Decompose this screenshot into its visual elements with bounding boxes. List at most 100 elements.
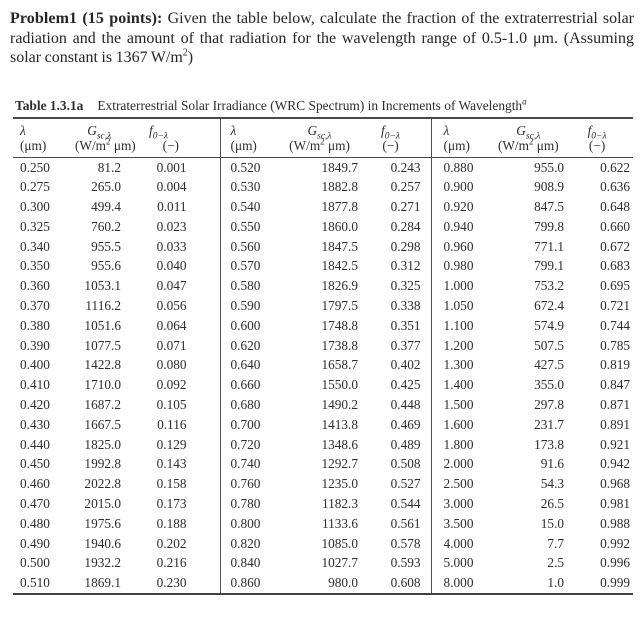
table-cell: 0.840: [219, 553, 283, 574]
table-cell: 0.622: [600, 159, 631, 175]
table-row: 0.430 1667.5 0.116 0.700 1413.8 0.469 1.600 231…: [13, 414, 633, 435]
table-cell: 3.000: [430, 494, 494, 514]
table-cell: 0.570: [219, 256, 283, 277]
table-cell: 0.490: [20, 535, 50, 551]
fraction-header: f0−λ: [381, 122, 401, 142]
table-cell: 1413.8: [321, 416, 359, 432]
table-row: 0.420 1687.2 0.105 0.680 1490.2 0.448 1.500 297…: [13, 395, 633, 415]
table-cell: 799.1: [534, 258, 565, 274]
table-cell: 1.500: [430, 395, 494, 415]
table-caption-text: Extraterrestrial Solar Irradiance (WRC S…: [97, 97, 523, 113]
fraction-header: f0−λ: [587, 122, 607, 142]
gsc-unit: (W/m2 μm): [289, 136, 350, 153]
table-cell: 1.050: [430, 296, 494, 316]
table-cell: 355.0: [534, 377, 565, 393]
table-row: 0.480 1975.6 0.188 0.800 1133.6 0.561 3.500 15.…: [13, 513, 633, 534]
fraction-header: f0−λ: [149, 122, 168, 142]
footnote-marker: a: [522, 96, 527, 107]
table-cell: 0.940: [430, 216, 494, 237]
table-cell: 0.721: [600, 298, 631, 314]
table-cell: 0.400: [20, 357, 50, 373]
fraction-unit: (−): [588, 138, 606, 153]
table-cell: 0.580: [219, 276, 283, 297]
table-cell: 1116.2: [85, 298, 121, 314]
table-cell: 0.143: [156, 456, 187, 472]
table-cell: 1292.7: [321, 456, 359, 472]
table-cell: 0.377: [390, 337, 421, 353]
table-cell: 0.744: [600, 317, 631, 333]
table-cell: 1826.9: [321, 278, 359, 294]
table-cell: 0.968: [600, 476, 631, 492]
table-cell: 0.544: [390, 496, 421, 512]
table-cell: 0.508: [390, 456, 421, 472]
table-cell: 0.460: [20, 476, 50, 492]
table-cell: 1658.7: [321, 357, 359, 373]
table-cell: 0.720: [219, 434, 283, 455]
table-cell: 0.921: [600, 436, 631, 452]
table-cell: 0.891: [600, 416, 631, 432]
table-cell: 0.560: [219, 236, 283, 257]
table-cell: 0.860: [219, 573, 283, 595]
table-cell: 0.800: [219, 513, 283, 534]
lambda-header: λ: [20, 122, 26, 138]
table-cell: 771.1: [534, 238, 565, 254]
table-cell: 0.660: [600, 218, 631, 234]
table-cell: 1.300: [430, 355, 494, 376]
table-cell: 0.011: [157, 199, 187, 215]
table-cell: 0.740: [219, 454, 283, 475]
table-cell: 5.000: [430, 553, 494, 574]
table-cell: 760.2: [91, 218, 121, 234]
table-cell: 1550.0: [321, 377, 359, 393]
table-row: 0.325 760.2 0.023 0.550 1860.0 0.284 0.940 799.…: [13, 216, 633, 237]
table-cell: 0.636: [600, 179, 631, 195]
table-cell: 908.9: [534, 179, 565, 195]
table-cell: 1235.0: [321, 476, 359, 492]
table-cell: 1667.5: [84, 416, 121, 432]
table-cell: 7.7: [547, 535, 565, 551]
table-cell: 0.780: [219, 494, 283, 514]
table-number: Table 1.3.1a: [15, 97, 84, 113]
table-cell: 955.6: [91, 258, 121, 274]
table-cell: 0.105: [156, 397, 187, 413]
table-cell: 0.520: [219, 157, 283, 178]
table-cell: 847.5: [534, 199, 565, 215]
table-cell: 0.216: [156, 555, 187, 571]
table-cell: 2.5: [547, 555, 565, 571]
irradiance-table: λ Gsc,λ f0−λ (μm) (W/m2 μm) (−) λ: [13, 116, 634, 596]
table-caption: Table 1.3.1a Extraterrestrial Solar Irrad…: [15, 96, 633, 114]
table-row: 0.490 1940.6 0.202 0.820 1085.0 0.578 4.000 7.7…: [13, 533, 633, 554]
table-row: 0.350 955.6 0.040 0.570 1842.5 0.312 0.980 799.…: [13, 256, 633, 277]
table-cell: 0.448: [390, 397, 421, 413]
header-group-3: λ Gsc,λ f0−λ (μm) (W/m2 μm) (−): [430, 117, 634, 158]
table-cell: 0.380: [20, 317, 50, 333]
table-cell: 0.590: [219, 296, 283, 316]
table-cell: 0.033: [156, 238, 187, 254]
table-cell: 1975.6: [84, 515, 121, 531]
table-cell: 0.996: [600, 555, 631, 571]
table-cell: 1860.0: [321, 218, 359, 234]
table-cell: 0.871: [600, 397, 631, 413]
table-cell: 0.600: [219, 315, 283, 336]
table-cell: 0.530: [219, 177, 283, 198]
table-cell: 1490.2: [321, 397, 359, 413]
table-cell: 1.600: [430, 414, 494, 435]
table-cell: 0.271: [390, 199, 421, 215]
problem-text: Given the table below, calculate the fra…: [10, 10, 634, 66]
table-cell: 0.047: [156, 278, 187, 294]
table-cell: 0.360: [20, 278, 50, 294]
table-cell: 1077.5: [84, 337, 121, 353]
table-cell: 0.250: [20, 159, 50, 175]
table-cell: 1825.0: [84, 436, 121, 452]
table-cell: 0.593: [390, 555, 421, 571]
table-row: 0.360 1053.1 0.047 0.580 1826.9 0.325 1.000 753…: [13, 276, 633, 297]
table-cell: 1133.6: [321, 515, 359, 531]
table-cell: 507.5: [534, 337, 565, 353]
table-cell: 0.001: [156, 159, 187, 175]
table-cell: 0.578: [390, 535, 421, 551]
table-cell: 0.700: [219, 414, 283, 435]
table-cell: 0.298: [390, 238, 421, 254]
lambda-unit: (μm): [20, 138, 47, 153]
fraction-unit: (−): [162, 138, 179, 153]
table-cell: 0.561: [390, 515, 421, 531]
table-header: λ Gsc,λ f0−λ (μm) (W/m2 μm) (−) λ: [13, 117, 634, 158]
